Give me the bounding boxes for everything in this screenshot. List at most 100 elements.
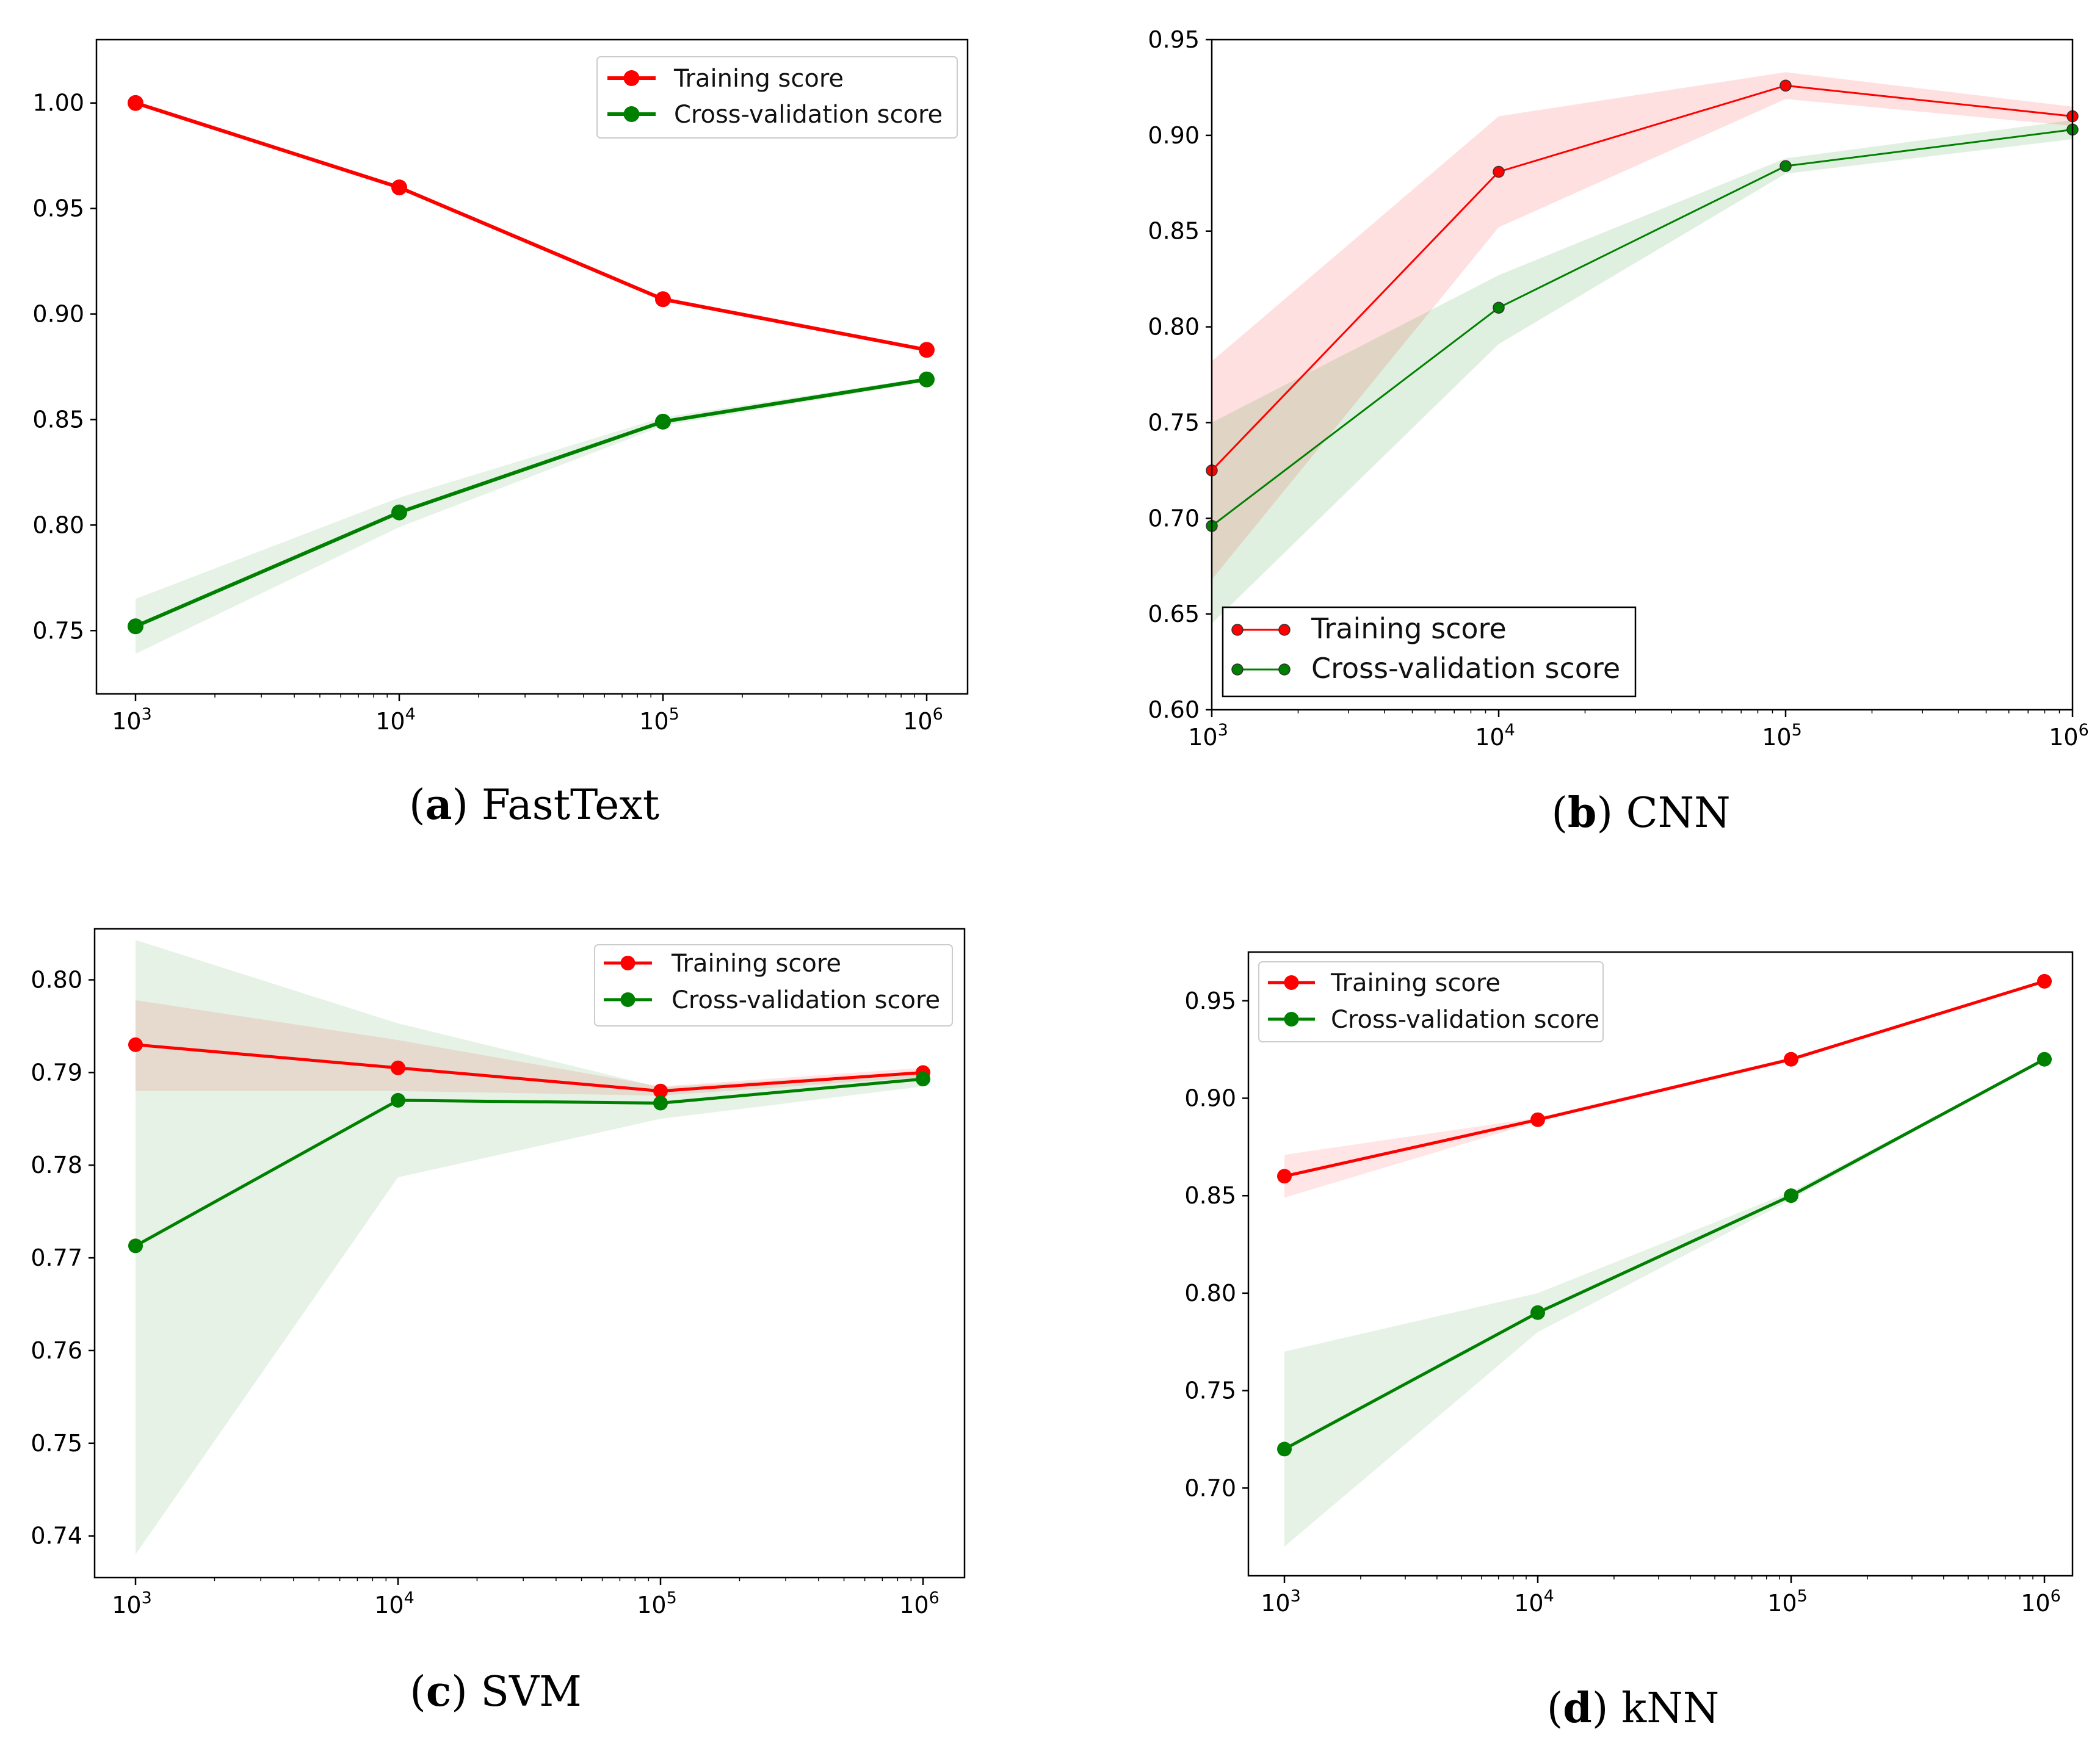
chart-b-line-training xyxy=(1211,84,2073,471)
chart-d-ytick-label: 0.75 xyxy=(1184,1377,1236,1404)
chart-c-line-cv xyxy=(134,1077,924,1247)
chart-d-caption-letter: d xyxy=(1563,1684,1592,1733)
chart-d-legend-box xyxy=(1258,961,1604,1042)
chart-c-point-cv-2 xyxy=(653,1095,668,1111)
chart-b-lines xyxy=(1206,79,2079,532)
chart-a-ytick-label: 0.90 xyxy=(32,301,84,328)
chart-b-line-cv xyxy=(1211,128,2073,527)
chart-b-legend-box xyxy=(1222,606,1637,698)
chart-b-legend-marker-training xyxy=(1278,624,1291,636)
chart-c-xticks: 103 104 105 106 xyxy=(112,1578,940,1619)
chart-c-band-training xyxy=(136,1000,923,1096)
chart-panel-b: 0.600.650.700.750.800.850.900.95 103 104 1… xyxy=(1148,26,2088,837)
chart-b-yticks: 0.60 0.65 0.70 0.75 0.80 0.85 0.90 0.95 xyxy=(1148,26,1212,723)
chart-c-point-cv-3 xyxy=(916,1072,930,1086)
chart-c-xtick-label: 103 xyxy=(112,1589,152,1619)
chart-c-point-training-1 xyxy=(391,1060,405,1075)
chart-d-legend-label-cv: Cross-validation score xyxy=(1331,1006,1599,1034)
chart-a-ytick-label: 0.85 xyxy=(32,406,84,433)
chart-c-caption: (c) SVM xyxy=(410,1667,581,1716)
chart-d-xtick-label: 104 xyxy=(1514,1587,1554,1617)
chart-a-ytick-label: 0.95 xyxy=(32,195,84,222)
chart-b-band-training xyxy=(1212,72,2073,580)
chart-c-point-cv-0 xyxy=(128,1238,143,1254)
chart-b-point-cv-1 xyxy=(1493,301,1505,314)
chart-d-point-training-0 xyxy=(1277,1169,1292,1184)
chart-b-caption-letter: b xyxy=(1568,789,1597,837)
chart-panel-c: 0.740.750.760.770.780.790.80 103 104 105 10… xyxy=(31,928,966,1716)
chart-a-point-cv-2 xyxy=(655,413,671,430)
chart-c-lines xyxy=(128,1037,930,1254)
chart-a-xtick-label: 106 xyxy=(903,705,943,735)
chart-c-ytick-label: 0.79 xyxy=(31,1059,82,1086)
chart-d-ytick-label: 0.70 xyxy=(1184,1474,1236,1501)
chart-a-legend-label-training: Training score xyxy=(673,65,844,93)
chart-b-xticks: 103 104 105 106 xyxy=(1188,710,2089,751)
chart-c-ytick-label: 0.75 xyxy=(31,1430,82,1457)
chart-b-bands xyxy=(1212,72,2073,624)
chart-c-xtick-label: 104 xyxy=(374,1589,415,1619)
chart-a-point-training-3 xyxy=(919,342,935,358)
chart-c-ytick-label: 0.80 xyxy=(31,967,82,994)
chart-c-ytick-label: 0.76 xyxy=(31,1337,82,1364)
chart-a-caption-letter: a xyxy=(425,781,452,829)
chart-d-legend: Training score Cross-validation score xyxy=(1258,961,1604,1042)
chart-a-yticks: 0.75 0.80 0.85 0.90 0.95 1.00 xyxy=(32,90,96,644)
chart-b-ytick-label: 0.60 xyxy=(1148,696,1200,723)
chart-b-band-cv xyxy=(1212,120,2073,624)
chart-a-lines xyxy=(128,95,935,635)
chart-c-legend-label-training: Training score xyxy=(671,950,841,978)
chart-a-line-cv xyxy=(134,377,927,629)
chart-b-legend-label-cv: Cross-validation score xyxy=(1311,652,1620,685)
chart-a-axes-frame xyxy=(95,38,969,695)
chart-a-caption: (a) FastText xyxy=(409,781,659,829)
chart-d-ytick-label: 0.85 xyxy=(1184,1182,1236,1209)
chart-d-point-cv-1 xyxy=(1530,1305,1545,1320)
chart-c-xtick-label: 106 xyxy=(899,1589,940,1619)
chart-c-legend-box xyxy=(594,944,953,1027)
chart-b-ytick-label: 0.80 xyxy=(1148,314,1200,341)
chart-c-axes-frame xyxy=(93,928,966,1579)
chart-d-ytick-label: 0.80 xyxy=(1184,1280,1236,1307)
chart-d-point-cv-2 xyxy=(1784,1188,1798,1204)
chart-a-legend: Training score Cross-validation score xyxy=(596,56,958,139)
chart-b-caption: (b) CNN xyxy=(1551,789,1730,837)
chart-c-ytick-label: 0.77 xyxy=(31,1244,82,1271)
chart-b-ytick-label: 0.65 xyxy=(1148,601,1200,627)
chart-a-ytick-label: 0.75 xyxy=(32,617,84,644)
chart-a-point-cv-3 xyxy=(919,371,935,388)
chart-a-point-training-0 xyxy=(128,95,143,111)
chart-b-legend-marker-cv xyxy=(1278,663,1291,676)
chart-a-legend-label-cv: Cross-validation score xyxy=(674,101,943,129)
chart-c-xtick-label: 105 xyxy=(637,1589,677,1619)
chart-c-line-training xyxy=(135,1043,924,1093)
chart-d-legend-marker-cv xyxy=(1284,1012,1299,1027)
chart-b-xtick-label: 105 xyxy=(1762,721,1802,751)
chart-b-legend-marker-cv xyxy=(1231,663,1244,676)
chart-d-point-cv-3 xyxy=(2037,1052,2052,1067)
chart-b-ytick-label: 0.90 xyxy=(1148,122,1200,149)
chart-d-axes-frame xyxy=(1247,951,2074,1577)
chart-b-ytick-label: 0.85 xyxy=(1148,218,1200,245)
chart-b-legend: Training score Cross-validation score xyxy=(1222,606,1637,698)
chart-a-xticks: 103 104 105 106 xyxy=(112,694,943,735)
chart-d-ytick-label: 0.90 xyxy=(1184,1085,1236,1112)
chart-a-point-cv-0 xyxy=(128,618,143,635)
chart-b-ytick-label: 0.95 xyxy=(1148,26,1200,53)
chart-a-xtick-label: 105 xyxy=(639,705,679,735)
chart-a-point-cv-1 xyxy=(391,504,407,521)
chart-b-ytick-label: 0.70 xyxy=(1148,505,1200,532)
chart-d-point-training-3 xyxy=(2037,973,2052,989)
chart-c-yticks: 0.74 0.75 0.76 0.77 0.78 0.79 0.80 xyxy=(31,967,95,1550)
chart-d-point-training-2 xyxy=(1784,1052,1798,1067)
chart-panel-a: 0.75 0.80 0.85 0.90 0.95 1.00 103 104 105 106 Tr… xyxy=(32,38,969,829)
chart-a-xtick-label: 103 xyxy=(112,705,152,735)
chart-b-legend-label-training: Training score xyxy=(1311,612,1507,645)
chart-b-ytick-label: 0.75 xyxy=(1148,409,1200,436)
chart-d-xtick-label: 105 xyxy=(1767,1587,1808,1617)
chart-b-xtick-label: 106 xyxy=(2049,721,2089,751)
chart-b-xtick-label: 103 xyxy=(1188,721,1228,751)
chart-c-legend: Training score Cross-validation score xyxy=(594,944,953,1027)
chart-c-ytick-label: 0.74 xyxy=(31,1523,82,1550)
